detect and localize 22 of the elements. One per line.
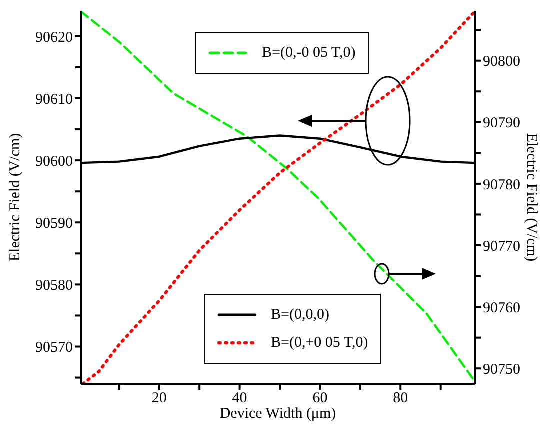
y-tick-label: 90600 [36, 154, 73, 170]
x-axis-title: Device Width (μm) [220, 406, 336, 422]
x-tick-label: 20 [152, 390, 167, 407]
legend-label: B=(0,0,0) [271, 306, 330, 324]
y2-tick-label: 90770 [483, 238, 520, 255]
y2-tick-label: 90790 [483, 116, 520, 132]
y2-axis-title: Electric Field (V/cm) [524, 133, 540, 262]
y-tick-label: 90620 [36, 30, 73, 46]
x-tick-label: 40 [232, 390, 248, 407]
y-tick-label: 90580 [36, 278, 73, 294]
y2-tick-label: 90750 [483, 362, 520, 378]
legend-label: B=(0,+0 05 T,0) [271, 334, 368, 352]
y2-tick-label: 90780 [483, 177, 520, 194]
x-tick-label: 60 [312, 390, 328, 407]
y-tick-label: 90590 [36, 216, 73, 232]
y2-tick-label: 90800 [483, 54, 520, 70]
y2-tick-label: 90760 [483, 300, 520, 316]
legend-label: B=(0,-0 05 T,0) [262, 44, 356, 62]
y-tick-label: 90610 [36, 92, 73, 108]
y-tick-label: 90570 [36, 340, 73, 356]
x-tick-label: 80 [393, 390, 408, 407]
y-axis-title: Electric Field (V/cm) [7, 133, 24, 262]
